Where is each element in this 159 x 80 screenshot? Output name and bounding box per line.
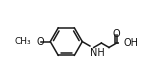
Text: O: O [112,29,120,39]
Text: OH: OH [123,38,138,48]
Text: CH₃: CH₃ [15,37,31,46]
Text: O: O [36,37,44,47]
Text: NH: NH [90,48,105,58]
